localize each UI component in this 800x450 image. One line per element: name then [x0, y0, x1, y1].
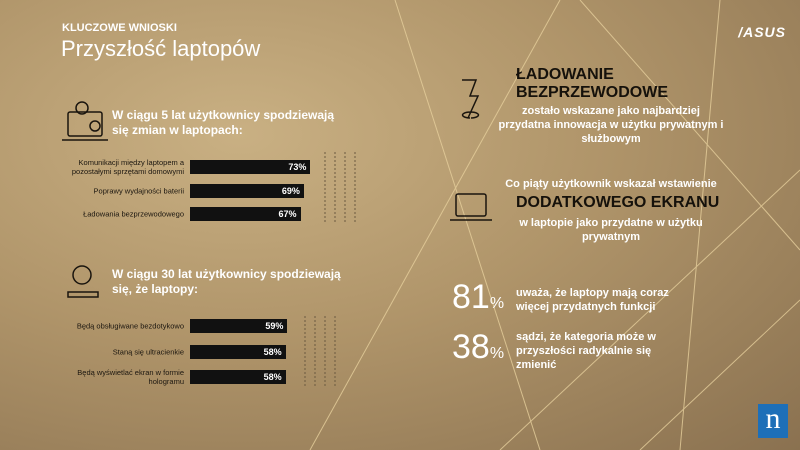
bar	[190, 344, 286, 359]
category-label: Poprawy wydajności baterii	[93, 186, 184, 195]
bar	[190, 319, 288, 333]
value-label: 73%	[288, 162, 307, 172]
stat-number: 81	[452, 278, 490, 316]
stat-number: 38	[452, 328, 490, 366]
category-label: Staną się ultracienkie	[112, 347, 184, 356]
chart-title: W ciągu 5 lat użytkownicy spodziewają si…	[112, 108, 335, 137]
bar	[190, 207, 301, 221]
brand: /ASUS	[738, 24, 786, 40]
stat-text: sądzi, że kategoria może w przyszłości r…	[516, 331, 656, 371]
bar	[190, 183, 304, 198]
stat-unit: %	[489, 345, 505, 362]
stat-text: uważa, że laptopy mają coraz więcej przy…	[516, 287, 669, 313]
bar	[190, 370, 286, 384]
highlight-heading: ŁADOWANIE BEZPRZEWODOWE	[516, 66, 668, 101]
category-label: Będą wyświetlać ekran w formie hologramu	[77, 368, 184, 386]
bar	[190, 160, 311, 174]
kicker: KLUCZOWE WNIOSKI	[62, 22, 177, 34]
logo: n	[758, 404, 788, 438]
value-label: 69%	[281, 185, 300, 196]
stat-unit: %	[489, 295, 505, 312]
chart-title: W ciągu 30 lat użytkownicy spodziewają s…	[112, 267, 341, 296]
title: Przyszłość laptopów	[61, 36, 261, 61]
stat: 38%	[452, 328, 504, 367]
highlight-intro: Co piąty użytkownik wskazał wstawienie	[505, 178, 717, 190]
highlight-text: w laptopie jako przydatne w użytku prywa…	[519, 217, 703, 243]
value-label: 58%	[263, 372, 282, 382]
highlight-heading: DODATKOWEGO EKRANU	[516, 194, 720, 211]
value-label: 67%	[278, 209, 297, 219]
highlight-text: zostało wskazane jako najbardziej przyda…	[498, 105, 724, 145]
category-label: Będą obsługiwane bezdotykowo	[76, 321, 184, 331]
stat: 81%	[452, 278, 504, 317]
value-label: 59%	[265, 321, 284, 331]
category-label: Ładowania bezprzewodowego	[83, 209, 184, 219]
value-label: 58%	[263, 346, 282, 357]
category-label: Komunikacji między laptopem a pozostałym…	[71, 158, 184, 176]
